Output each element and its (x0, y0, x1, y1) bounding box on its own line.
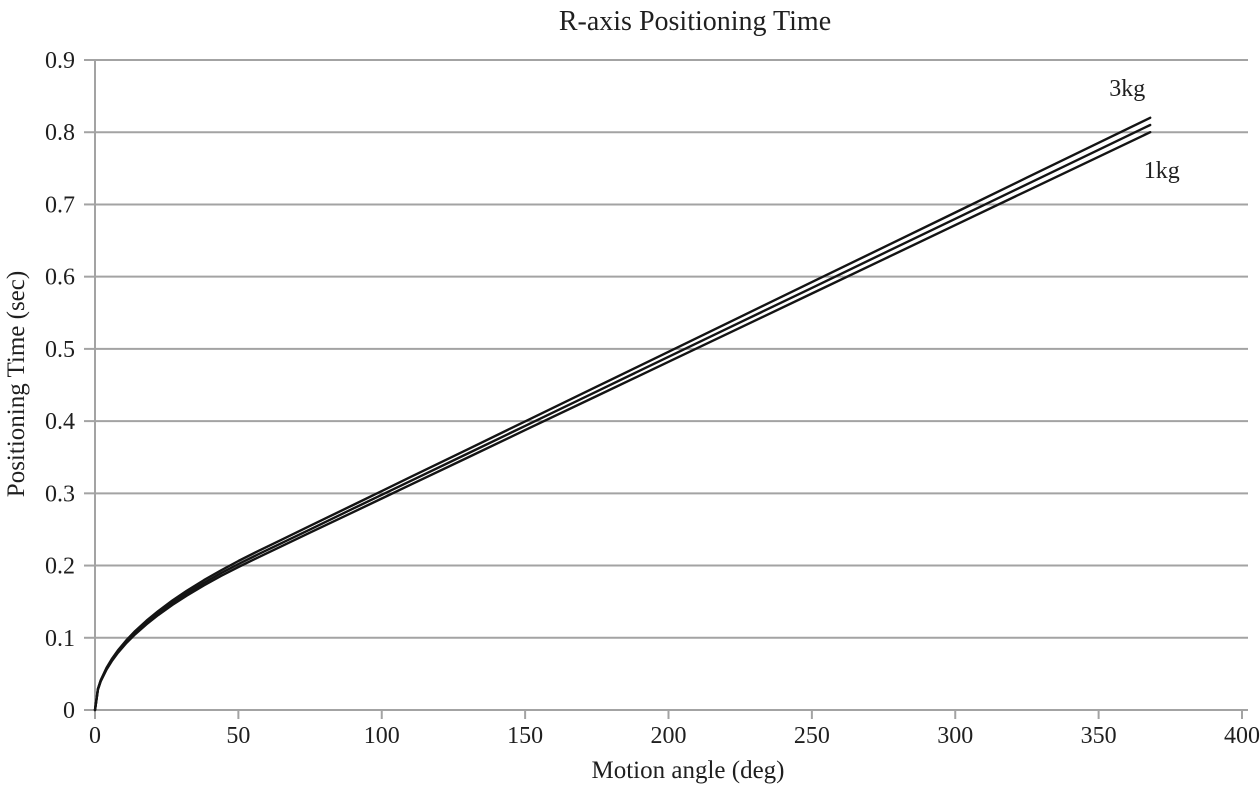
y-tick-label: 0.1 (45, 626, 75, 652)
y-tick-label: 0.9 (45, 48, 75, 74)
y-tick-label: 0.6 (45, 265, 75, 291)
x-tick-label: 250 (794, 723, 830, 749)
y-axis-label: Positioning Time (sec) (3, 270, 30, 498)
x-tick-label: 350 (1081, 723, 1117, 749)
chart-title: R-axis Positioning Time (558, 6, 832, 37)
series-label-3kg: 3kg (1109, 76, 1145, 102)
x-tick-label: 0 (89, 723, 101, 749)
x-tick-label: 100 (364, 723, 400, 749)
x-tick-label: 150 (507, 723, 543, 749)
y-tick-label: 0.5 (45, 337, 75, 363)
y-tick-label: 0 (63, 698, 75, 724)
y-tick-label: 0.2 (45, 554, 75, 580)
y-tick-label: 0.8 (45, 120, 75, 146)
x-tick-label: 300 (937, 723, 973, 749)
x-tick-label: 50 (226, 723, 250, 749)
y-tick-label: 0.3 (45, 481, 75, 507)
y-tick-label: 0.4 (45, 409, 75, 435)
x-axis-label: Motion angle (deg) (591, 757, 785, 784)
x-tick-label: 200 (651, 723, 687, 749)
series-line-2kg (93, 123, 1152, 712)
x-tick-label: 400 (1224, 723, 1260, 749)
series-line-3kg (93, 116, 1152, 712)
y-tick-label: 0.7 (45, 192, 75, 218)
series-label-1kg: 1kg (1144, 158, 1180, 184)
